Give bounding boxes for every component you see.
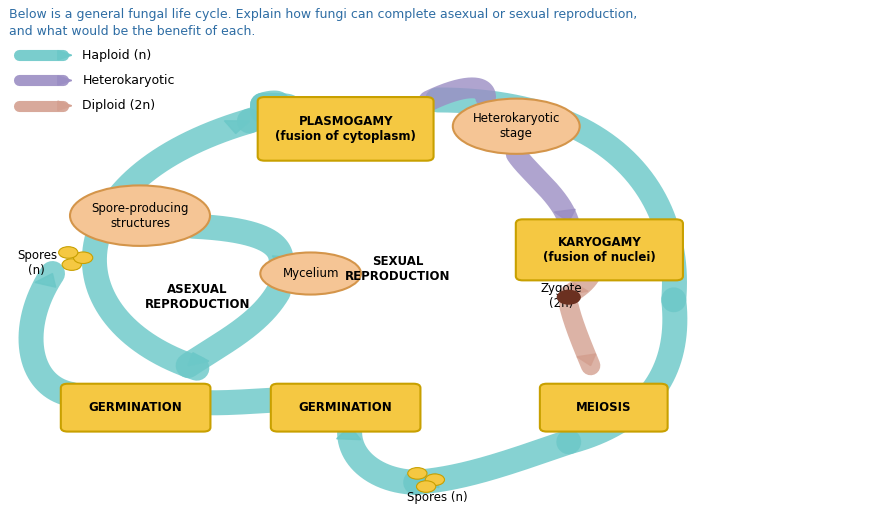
Text: KARYOGAMY
(fusion of nuclei): KARYOGAMY (fusion of nuclei)	[543, 236, 655, 264]
Polygon shape	[337, 426, 360, 440]
Circle shape	[557, 290, 580, 304]
FancyBboxPatch shape	[271, 384, 421, 431]
Polygon shape	[224, 121, 249, 134]
FancyBboxPatch shape	[61, 384, 211, 431]
Text: GERMINATION: GERMINATION	[298, 401, 393, 414]
Text: SEXUAL
REPRODUCTION: SEXUAL REPRODUCTION	[346, 255, 451, 284]
Polygon shape	[35, 274, 56, 287]
Polygon shape	[188, 400, 211, 413]
Text: ASEXUAL
REPRODUCTION: ASEXUAL REPRODUCTION	[144, 283, 250, 311]
Text: Spores (n): Spores (n)	[407, 491, 468, 503]
Ellipse shape	[453, 99, 580, 154]
Text: Mycelium: Mycelium	[283, 267, 339, 280]
Circle shape	[416, 481, 436, 492]
Circle shape	[74, 252, 93, 264]
Text: Spore-producing
structures: Spore-producing structures	[91, 201, 189, 230]
Ellipse shape	[70, 186, 210, 246]
Text: Zygote
(2n): Zygote (2n)	[541, 282, 583, 310]
Polygon shape	[58, 76, 72, 85]
Polygon shape	[577, 354, 596, 366]
Text: Heterokaryotic: Heterokaryotic	[82, 74, 175, 87]
Text: PLASMOGAMY
(fusion of cytoplasm): PLASMOGAMY (fusion of cytoplasm)	[275, 115, 416, 143]
Polygon shape	[416, 473, 439, 488]
Circle shape	[425, 474, 444, 485]
FancyBboxPatch shape	[258, 97, 434, 161]
Circle shape	[408, 468, 427, 479]
Text: Heterokaryotic
stage: Heterokaryotic stage	[473, 112, 560, 140]
Text: MEIOSIS: MEIOSIS	[576, 401, 632, 414]
Text: and what would be the benefit of each.: and what would be the benefit of each.	[9, 25, 255, 38]
Polygon shape	[58, 50, 72, 60]
Text: GERMINATION: GERMINATION	[88, 401, 183, 414]
Circle shape	[59, 247, 78, 258]
Polygon shape	[272, 256, 293, 268]
Circle shape	[62, 259, 81, 270]
Polygon shape	[569, 283, 588, 295]
FancyBboxPatch shape	[540, 384, 668, 431]
Ellipse shape	[261, 252, 361, 295]
Text: Haploid (n): Haploid (n)	[82, 49, 151, 62]
Polygon shape	[188, 353, 209, 366]
Polygon shape	[58, 101, 72, 110]
Text: Spores
(n): Spores (n)	[17, 249, 57, 277]
Text: Below is a general fungal life cycle. Explain how fungi can complete asexual or : Below is a general fungal life cycle. Ex…	[9, 8, 637, 21]
Text: Diploid (2n): Diploid (2n)	[82, 99, 156, 112]
Polygon shape	[555, 209, 575, 222]
FancyBboxPatch shape	[516, 219, 683, 280]
